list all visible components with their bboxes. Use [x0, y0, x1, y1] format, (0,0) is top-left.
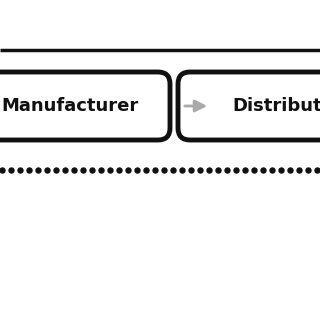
Text: Distributor: Distributor	[233, 97, 320, 115]
Text: Manufacturer: Manufacturer	[1, 97, 139, 115]
FancyBboxPatch shape	[0, 72, 170, 140]
FancyBboxPatch shape	[178, 72, 320, 140]
